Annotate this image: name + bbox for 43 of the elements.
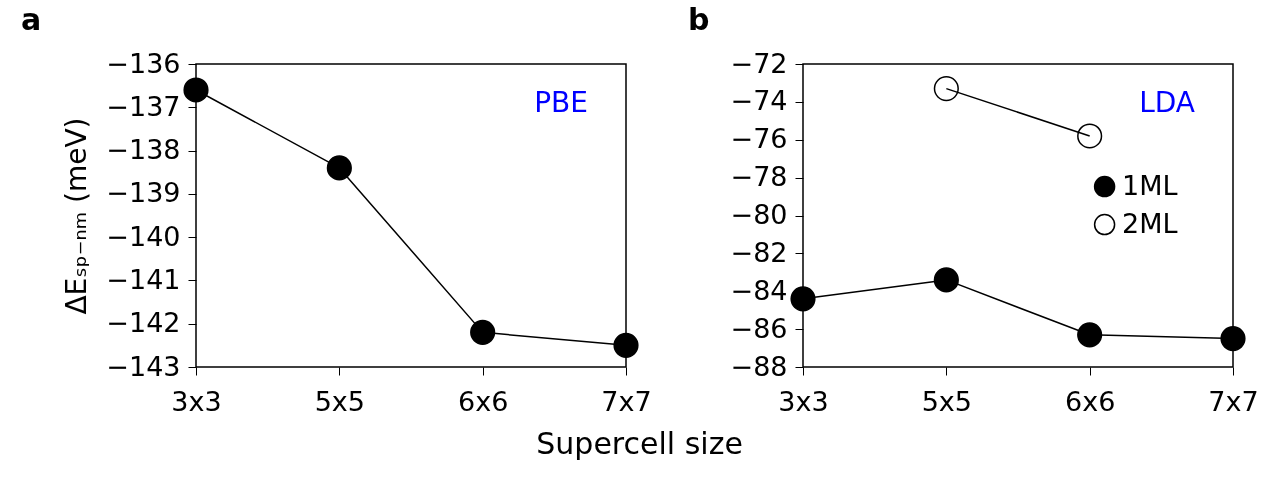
point (790, 286, 816, 312)
y-tick-label: −72 (730, 47, 788, 79)
x-tick-label: 5x5 (921, 385, 973, 417)
point (1220, 326, 1246, 352)
point (933, 267, 959, 293)
x-axis-title: Supercell size (536, 425, 743, 461)
y-tick-label: −84 (730, 274, 788, 306)
y-tick-label: −136 (106, 47, 181, 79)
x-tick-label: 3x3 (171, 385, 222, 417)
point (933, 76, 959, 102)
chart-title: b (688, 2, 710, 37)
point (326, 155, 352, 181)
y-tick-label: −141 (106, 263, 181, 295)
x-tick-label: 7x7 (1208, 385, 1259, 417)
chart-title: a (21, 2, 42, 37)
y-tick-label: −86 (730, 312, 788, 344)
point (1077, 123, 1103, 149)
y-tick-label: −80 (730, 199, 788, 230)
point (613, 332, 639, 358)
legend-label: 1ML (1122, 169, 1178, 201)
x-tick-label: 6x6 (1064, 385, 1116, 417)
x-tick-label: 6x6 (457, 385, 509, 417)
annotation: PBE (534, 86, 588, 119)
x-tick-label: 5x5 (314, 385, 366, 417)
y-tick-label: −76 (730, 123, 788, 155)
point (183, 77, 209, 103)
y-tick-label: −82 (730, 236, 788, 268)
legend-label: 2ML (1122, 207, 1178, 239)
point (470, 319, 496, 345)
annotation: LDA (1139, 86, 1195, 119)
y-tick-label: −78 (730, 161, 788, 193)
point (1077, 322, 1103, 348)
y-tick-label: −142 (106, 307, 181, 339)
y-tick-label: −88 (730, 350, 788, 382)
y-axis-title: ΔEₛₚ₋ₙₘ (meV) (60, 117, 94, 315)
x-tick-label: 7x7 (601, 385, 652, 417)
y-tick-label: −74 (730, 85, 788, 117)
y-tick-label: −139 (106, 177, 181, 209)
y-tick-label: −138 (106, 134, 181, 166)
y-tick-label: −143 (106, 350, 181, 382)
y-tick-label: −140 (106, 220, 181, 252)
x-tick-label: 3x3 (778, 385, 829, 417)
y-tick-label: −137 (106, 90, 181, 122)
